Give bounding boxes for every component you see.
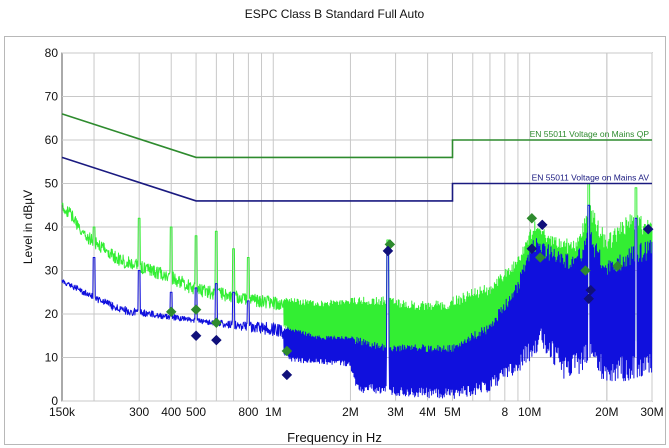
marker-layer [165,212,654,381]
x-tick-label: 800 [238,405,258,419]
x-tick-label: 500 [186,405,206,419]
data-marker [536,219,548,231]
data-marker [211,334,222,346]
x-tick-label: 20M [595,405,618,419]
data-marker [526,212,538,224]
data-marker [612,260,623,272]
x-tick-label: 300 [129,405,149,419]
limit-layer: EN 55011 Voltage on Mains QP EN 55011 Vol… [61,113,652,202]
limit-line [61,156,652,202]
x-tick-label: 4M [419,405,436,419]
chart-frame [4,36,666,445]
data-marker [585,284,597,296]
data-marker [211,317,222,329]
chart-title: ESPC Class B Standard Full Auto [244,7,425,21]
y-tick-label: 40 [45,220,59,234]
limit-line-label: EN 55011 Voltage on Mains AV [532,173,650,183]
x-tick-label: 10M [518,405,541,419]
x-tick-label: 400 [161,405,181,419]
x-tick-label: 150k [49,405,76,419]
x-tick-label: 1M [265,405,282,419]
y-tick-label: 10 [45,351,59,365]
data-marker [583,293,595,305]
x-tick-label: 8 [501,405,508,419]
y-tick-label: 20 [45,307,59,321]
x-tick-label: 5M [444,405,461,419]
y-tick-label: 0 [51,394,58,408]
x-tick-label: 3M [387,405,404,419]
y-tick-label: 60 [45,133,59,147]
data-marker [526,243,538,255]
data-marker [281,369,293,381]
y-tick-label: 50 [45,177,59,191]
data-marker [382,245,394,257]
data-marker [165,306,177,318]
y-tick-label: 30 [45,264,59,278]
y-tick-label: 80 [45,46,59,60]
x-tick-label: 30M [640,405,663,419]
data-marker [281,345,293,357]
y-tick-label: 70 [45,90,59,104]
data-marker [642,223,654,235]
data-marker [190,330,202,342]
data-marker [190,304,202,316]
x-tick-label: 2M [342,405,359,419]
limit-line-label: EN 55011 Voltage on Mains QP [530,129,650,139]
series-layer [61,183,653,399]
data-marker [580,265,591,276]
data-marker [534,252,546,263]
tick-layer: 0 10 20 30 40 50 60 70 80 150k 300 400 500 800 1M 2M 3M 4… [45,46,664,419]
limit-line [61,113,652,159]
measurement-trace [61,204,653,399]
x-axis-label: Frequency in Hz [287,430,382,445]
